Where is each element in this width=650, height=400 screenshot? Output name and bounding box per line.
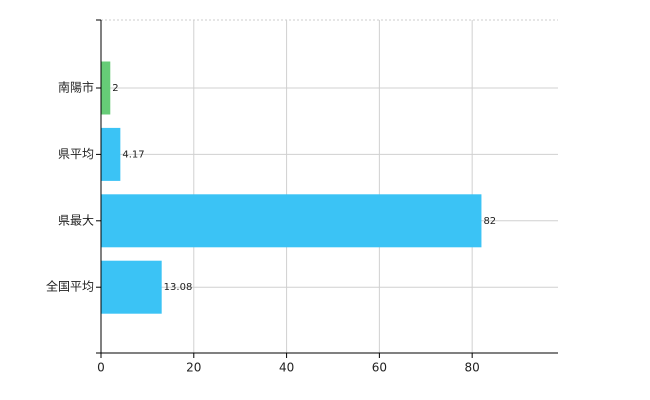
bar [101,194,482,248]
x-tick-label: 60 [372,361,387,375]
y-tick-label: 県最大 [58,213,94,227]
value-label: 82 [483,216,496,227]
x-tick-label: 80 [465,361,480,375]
x-tick-label: 40 [279,361,294,375]
value-label: 4.17 [122,149,144,160]
bar [101,260,162,314]
y-tick-label: 県平均 [58,147,94,161]
value-label: 2 [112,83,118,94]
y-tick-label: 全国平均 [46,279,94,294]
x-tick-label: 0 [97,361,105,375]
x-tick-label: 20 [186,361,201,375]
bar [101,127,121,181]
y-tick-label: 南陽市 [58,80,94,95]
bar [101,61,111,115]
value-label: 13.08 [164,282,193,293]
